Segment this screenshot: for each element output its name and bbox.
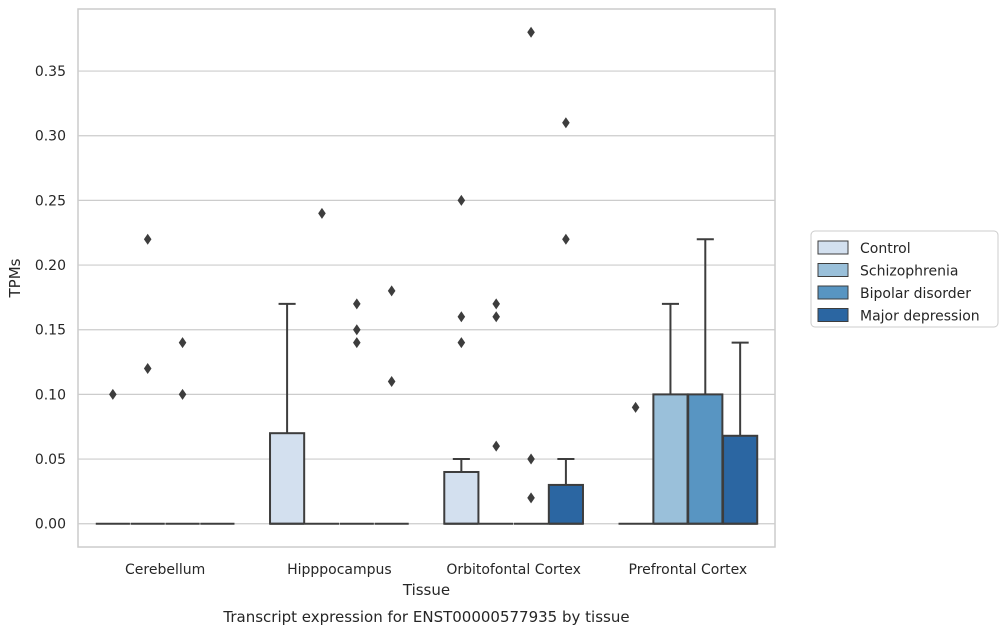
x-axis-ticks: Cerebellum Hipppocampus Orbitofontal Corte… (125, 562, 747, 578)
box-0-2 (443, 194, 480, 525)
box-3-1 (374, 285, 409, 525)
box-body (652, 393, 689, 525)
legend-label: Major depression (860, 309, 980, 325)
box-2-0 (165, 337, 200, 525)
box-0-1 (269, 302, 306, 525)
x-tick-label: Prefrontal Cortex (629, 562, 748, 578)
y-axis-title: TPMs (6, 258, 24, 298)
box-0-3 (618, 401, 653, 525)
outlier-point (492, 311, 500, 323)
outlier-point (457, 337, 466, 349)
x-tick-label: Hipppocampus (287, 562, 392, 578)
outlier-point (143, 363, 152, 375)
legend-label: Control (860, 241, 911, 257)
grid-lines (78, 70, 775, 525)
box-1-1 (304, 207, 340, 525)
box-1-0 (130, 233, 165, 525)
legend-swatch (817, 285, 849, 300)
y-tick-label: 0.10 (35, 387, 66, 403)
y-tick-label: 0.35 (35, 64, 66, 80)
box-0-0 (95, 388, 130, 525)
plot-frame (77, 8, 776, 548)
outlier-point (109, 388, 117, 400)
x-tick-label: Cerebellum (125, 562, 205, 578)
outlier-point (318, 207, 326, 219)
x-axis-title: Tissue (402, 581, 450, 599)
box-2-3 (687, 238, 724, 525)
legend-swatch (817, 308, 849, 322)
outlier-point (387, 375, 396, 387)
outlier-point (178, 337, 187, 349)
outlier-point (457, 311, 466, 323)
outlier-point (527, 453, 535, 465)
box-body (443, 470, 480, 525)
outlier-point (562, 117, 570, 129)
box-1-2 (479, 298, 514, 525)
box-body (547, 483, 584, 525)
outlier-point (527, 26, 535, 38)
x-tick-label: Orbitofontal Cortex (446, 562, 581, 578)
box-body (269, 432, 306, 525)
outlier-point (353, 298, 361, 310)
y-tick-label: 0.00 (35, 517, 66, 533)
outlier-point (457, 194, 466, 206)
outlier-point (143, 233, 152, 245)
y-tick-label: 0.05 (35, 452, 66, 468)
box-1-3 (652, 302, 689, 525)
y-axis-ticks: 0.00 0.05 0.10 0.15 0.20 0.25 0.30 0.35 (35, 64, 66, 533)
legend: Control Schizophrenia Bipolar disorder Majo… (810, 230, 999, 328)
y-tick-label: 0.25 (35, 193, 66, 209)
outlier-point (527, 492, 535, 504)
box-3-3 (722, 341, 759, 525)
legend-label: Schizophrenia (860, 264, 958, 280)
outlier-point (387, 285, 396, 297)
outlier-point (492, 440, 500, 452)
outlier-point (353, 337, 361, 349)
y-tick-label: 0.15 (35, 323, 66, 339)
box-body (687, 393, 724, 525)
legend-frame (810, 230, 999, 328)
outlier-point (631, 401, 640, 413)
outlier-point (562, 233, 570, 245)
legend-swatch (817, 240, 849, 255)
outlier-point (492, 298, 500, 310)
chart-caption: Transcript expression for ENST0000057793… (222, 608, 629, 626)
plot-area (95, 26, 759, 525)
legend-label: Bipolar disorder (860, 286, 971, 302)
legend-swatch (817, 263, 849, 277)
y-tick-label: 0.30 (35, 129, 66, 145)
box-2-2 (513, 26, 549, 525)
box-3-2 (547, 117, 584, 525)
y-tick-label: 0.20 (35, 258, 66, 274)
outlier-point (353, 324, 361, 336)
box-body (722, 434, 759, 525)
box-2-1 (339, 298, 374, 525)
outlier-point (178, 388, 187, 400)
